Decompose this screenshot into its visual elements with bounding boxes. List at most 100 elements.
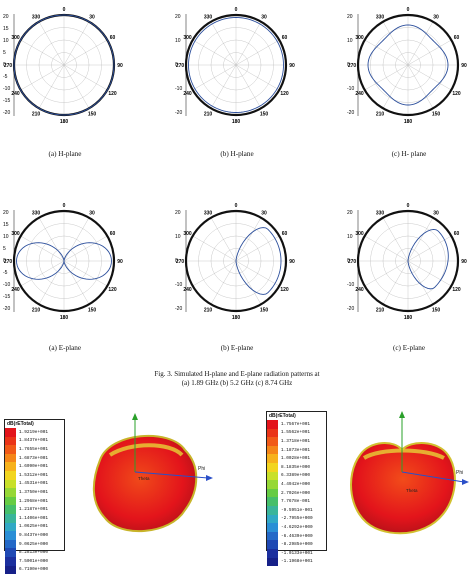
tick-label: 10 <box>347 234 353 240</box>
legend-label: 1.3718e+001 <box>278 439 310 444</box>
angle-label: 210 <box>32 111 41 117</box>
legend-label: 1.0625e+001 <box>16 524 48 529</box>
tick-label: -10 <box>175 86 182 92</box>
angle-label: 330 <box>32 15 41 21</box>
angle-label: 150 <box>432 111 441 117</box>
grid-spoke <box>236 218 261 261</box>
grid-spoke <box>408 65 451 90</box>
angle-label: 180 <box>404 119 413 125</box>
grid-spoke <box>365 65 408 90</box>
tick-label: -20 <box>3 110 10 116</box>
legend-row: 1.9219e+001 <box>5 428 64 437</box>
legend-swatch <box>5 505 16 514</box>
legend-swatch <box>267 420 278 429</box>
legend-title: dB(rETotal) <box>267 412 326 420</box>
legend-swatch <box>5 471 16 480</box>
grid-spoke <box>39 218 64 261</box>
angle-label: 60 <box>454 231 460 237</box>
legend-swatch <box>267 515 278 524</box>
legend-swatch <box>5 514 16 523</box>
grid-spoke <box>21 40 64 65</box>
angle-label: 180 <box>60 315 69 321</box>
tick-label: 20 <box>175 14 181 20</box>
grid-spoke <box>383 261 408 304</box>
legend-swatch <box>5 488 16 497</box>
angle-label: 0 <box>407 7 410 13</box>
legend-label: -6.4639e+000 <box>278 534 313 539</box>
tick-label: 15 <box>3 26 9 32</box>
legend-label: 1.6873e+001 <box>16 456 48 461</box>
legend-label: 1.1873e+001 <box>278 448 310 453</box>
legend-row: 1.3750e+001 <box>5 488 64 497</box>
tick-label: 10 <box>175 38 181 44</box>
legend-label: 1.2968e+001 <box>16 499 48 504</box>
legend-row: 1.7655e+001 <box>5 445 64 454</box>
angle-label: 210 <box>32 307 41 313</box>
theta-label: Theta <box>138 476 150 481</box>
polar-plot-top-right: 20 10 0 -10 -20 030609012015018021024027… <box>344 0 469 128</box>
angle-label: 300 <box>183 35 192 41</box>
radiation-solid <box>94 436 196 531</box>
phi-label: Phi <box>456 470 463 476</box>
polar-plot-bottom-right: 20 10 0 -10 -20 030609012015018021024027… <box>344 196 469 324</box>
legend-label: 1.4531e+001 <box>16 481 48 486</box>
angle-label: 60 <box>282 35 288 41</box>
angle-label: 270 <box>4 259 13 265</box>
legend-row: 7.7678e-001 <box>267 497 326 506</box>
grid-spoke <box>236 65 279 90</box>
legend-row: -1.0133e+001 <box>267 549 326 558</box>
angle-label: 60 <box>110 35 116 41</box>
panel-caption: (b) H-plane <box>192 150 282 158</box>
grid-spoke <box>236 65 261 108</box>
legend-swatch <box>5 437 16 446</box>
angle-label: 240 <box>11 91 20 97</box>
legend-swatch <box>267 506 278 515</box>
legend-swatch <box>267 497 278 506</box>
legend-row: 6.7190e+000 <box>5 566 64 574</box>
tick-label: -15 <box>3 98 10 104</box>
angle-label: 60 <box>282 231 288 237</box>
angle-label: 0 <box>63 7 66 13</box>
legend-row: 9.8437e+000 <box>5 531 64 540</box>
legend-row: -8.2985e+000 <box>267 540 326 549</box>
polar-plot-top-middle: 20 10 0 -10 -20 030609012015018021024027… <box>172 0 297 128</box>
figure-caption-line1: Fig. 3. Simulated H-plane and E-plane ra… <box>100 370 374 379</box>
legend-row: 1.5562e+001 <box>267 429 326 438</box>
legend-swatch <box>267 540 278 549</box>
angle-label: 180 <box>60 119 69 125</box>
legend-label: 4.4942e+000 <box>278 482 310 487</box>
legend-label: 6.3389e+000 <box>278 473 310 478</box>
grid-spoke <box>64 65 107 90</box>
angle-label: 330 <box>376 15 385 21</box>
legend-row: 6.3389e+000 <box>267 472 326 481</box>
grid-spoke <box>408 218 433 261</box>
legend-row: -4.6292e+000 <box>267 523 326 532</box>
grid-spoke <box>236 22 261 65</box>
grid-spoke <box>236 261 261 304</box>
legend-row: 8.1835e+000 <box>267 463 326 472</box>
angle-label: 90 <box>289 259 295 265</box>
legend-swatch <box>267 429 278 438</box>
legend-label: 9.8437e+000 <box>16 533 48 538</box>
legend-swatch <box>5 557 16 566</box>
legend-label: 1.0028e+001 <box>278 456 310 461</box>
polar-plot-bottom-middle: 20 10 0 -10 -20 030609012015018021024027… <box>172 196 297 324</box>
grid-spoke <box>21 261 64 286</box>
angle-label: 240 <box>355 91 364 97</box>
angle-label: 330 <box>204 211 213 217</box>
angle-label: 270 <box>348 63 357 69</box>
angle-label: 90 <box>461 63 467 69</box>
grid-spoke <box>408 40 451 65</box>
angle-label: 150 <box>260 307 269 313</box>
angle-label: 60 <box>454 35 460 41</box>
legend-swatch <box>267 558 278 567</box>
tick-label: 20 <box>3 210 9 216</box>
legend-row: 1.2968e+001 <box>5 497 64 506</box>
angle-label: 240 <box>355 287 364 293</box>
legend-swatch <box>267 532 278 541</box>
theta-label: Theta <box>406 488 418 493</box>
grid-spoke <box>64 261 89 304</box>
legend-label: 1.7567e+001 <box>278 422 310 427</box>
grid-spoke <box>211 65 236 108</box>
